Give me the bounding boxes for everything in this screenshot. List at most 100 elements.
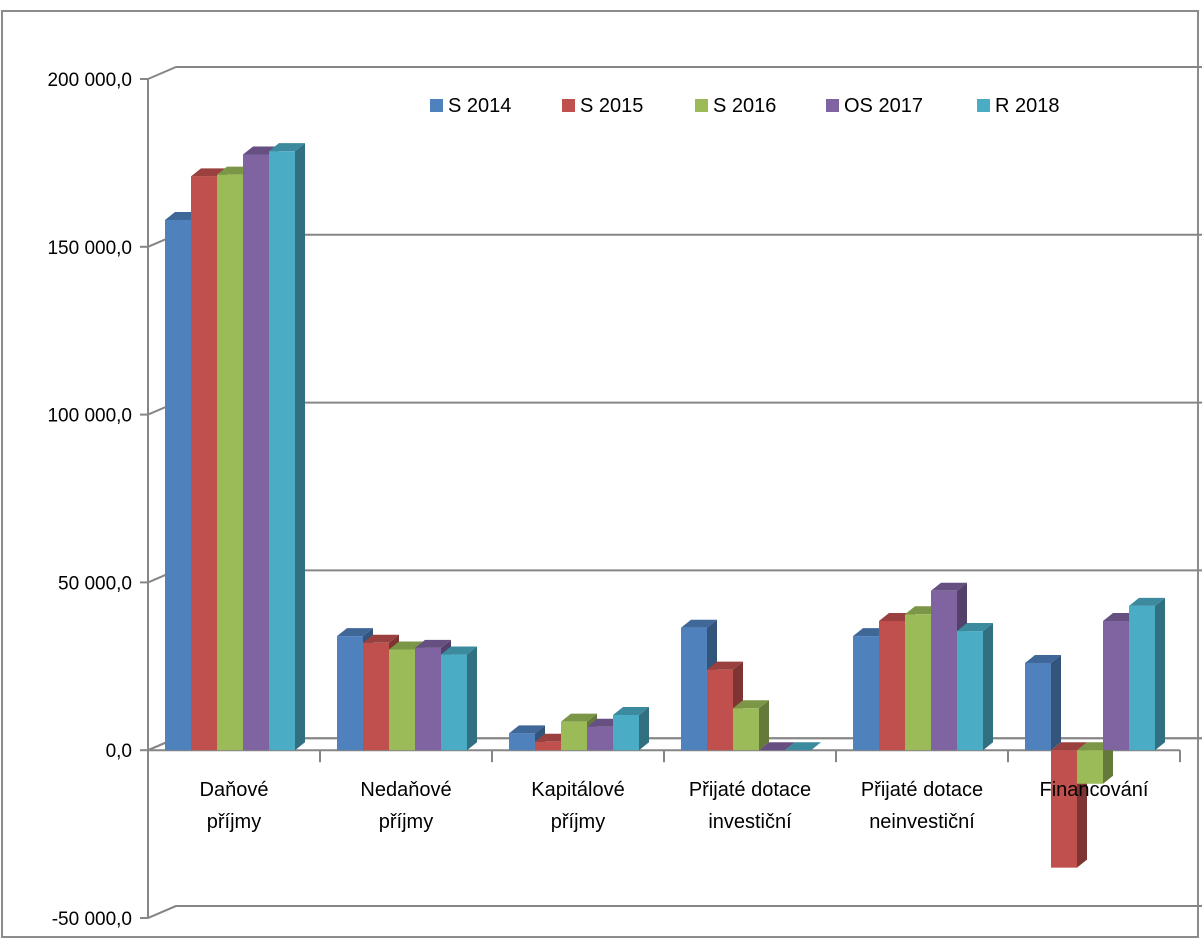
bar-front (363, 642, 389, 751)
legend-label: OS 2017 (844, 95, 923, 117)
bar-top (1129, 597, 1165, 606)
bar-front (191, 176, 217, 751)
bar-top (415, 639, 451, 648)
bar-front (243, 154, 269, 751)
x-tick-label: příjmy (551, 811, 605, 833)
x-tick-label: Přijaté dotace (861, 779, 983, 801)
bar (441, 646, 477, 751)
bar-front (1051, 750, 1077, 868)
bars (165, 143, 1165, 868)
bar-front (707, 669, 733, 751)
x-tick-label: Daňové (200, 779, 269, 801)
bar (931, 582, 967, 751)
legend-label: S 2014 (448, 95, 511, 117)
bar-side (759, 700, 769, 751)
bar-top (441, 646, 477, 655)
bar (613, 706, 649, 751)
gridline (147, 905, 1202, 919)
bar (269, 143, 305, 751)
bar-top (681, 619, 717, 628)
bar-front (1129, 605, 1155, 751)
y-tick-label: 100 000,0 (47, 406, 132, 427)
bar-side (295, 143, 305, 751)
bar-front (389, 649, 415, 751)
legend-swatch (977, 99, 990, 112)
bar-front (1077, 750, 1103, 784)
bar-side (1103, 742, 1113, 784)
x-tick-label: investiční (708, 811, 792, 833)
y-tick-label: 200 000,0 (47, 70, 132, 91)
bar-front (165, 219, 191, 751)
x-tick-label: příjmy (207, 811, 261, 833)
bar-front (1103, 620, 1129, 751)
y-tick-label: 150 000,0 (47, 238, 132, 259)
bar-front (217, 174, 243, 751)
x-tick-label: Nedaňové (360, 779, 451, 801)
bar-front (441, 654, 467, 751)
bar-top (957, 623, 993, 632)
bar-top (613, 706, 649, 715)
x-axis-labels: Daňové příjmy Nedaňové příjmy Kapitálové příj… (200, 779, 1149, 833)
y-tick-label: 0,0 (106, 741, 132, 762)
bar-top (363, 634, 399, 643)
x-tick-label: Kapitálové (531, 779, 624, 801)
legend-label: R 2018 (995, 95, 1060, 117)
legend-swatch (430, 99, 443, 112)
gridline (147, 66, 1202, 80)
bar-side (467, 646, 477, 751)
bar (1129, 597, 1165, 751)
legend-item: R 2018 (977, 95, 1060, 117)
bar (785, 742, 821, 751)
bar-front (269, 151, 295, 751)
bar-top (337, 628, 373, 637)
bar-front (681, 627, 707, 751)
gridline (147, 569, 1202, 584)
legend-item: S 2015 (562, 95, 643, 117)
x-tick-label: Financování (1040, 779, 1149, 801)
bar-top (269, 143, 305, 152)
legend-label: S 2016 (713, 95, 776, 117)
bar-front (415, 647, 441, 751)
x-tick-label: neinvestiční (869, 811, 975, 833)
bar-top (733, 700, 769, 709)
x-tick-label: Přijaté dotace (689, 779, 811, 801)
bar-front (879, 620, 905, 751)
legend-label: S 2015 (580, 95, 643, 117)
legend: S 2014 S 2015 S 2016 OS 2017 R 2018 (430, 95, 1060, 117)
bar-front (957, 631, 983, 751)
legend-item: S 2014 (430, 95, 511, 117)
bar (733, 700, 769, 751)
x-tick-label: příjmy (379, 811, 433, 833)
bar-front (931, 590, 957, 751)
bar-front (733, 708, 759, 751)
bar (759, 742, 795, 751)
legend-item: OS 2017 (826, 95, 923, 117)
bar-front (1025, 662, 1051, 751)
legend-swatch (695, 99, 708, 112)
bar (1025, 654, 1061, 751)
legend-swatch (826, 99, 839, 112)
bar-top (561, 713, 597, 722)
y-tick-label: -50 000,0 (52, 909, 132, 930)
legend-swatch (562, 99, 575, 112)
bar (957, 623, 993, 751)
bar-top (1025, 654, 1061, 663)
bar-side (639, 706, 649, 751)
gridline (147, 401, 1202, 416)
legend-item: S 2016 (695, 95, 776, 117)
bar-top (509, 725, 545, 734)
bar-side (1155, 597, 1165, 751)
bar-front (535, 741, 561, 751)
bar-front (587, 726, 613, 751)
bar-top (759, 742, 795, 751)
bar-side (983, 623, 993, 751)
bar-top (707, 661, 743, 670)
bar-top (785, 742, 821, 751)
bar-side (1051, 654, 1061, 751)
bar-top (1051, 742, 1087, 751)
bar-front (613, 714, 639, 751)
y-tick-label: 50 000,0 (58, 573, 132, 594)
bar-front (853, 636, 879, 751)
y-axis-ticks: -50 000,0 0,0 50 000,0 100 000,0 150 000,0 20… (47, 70, 132, 930)
